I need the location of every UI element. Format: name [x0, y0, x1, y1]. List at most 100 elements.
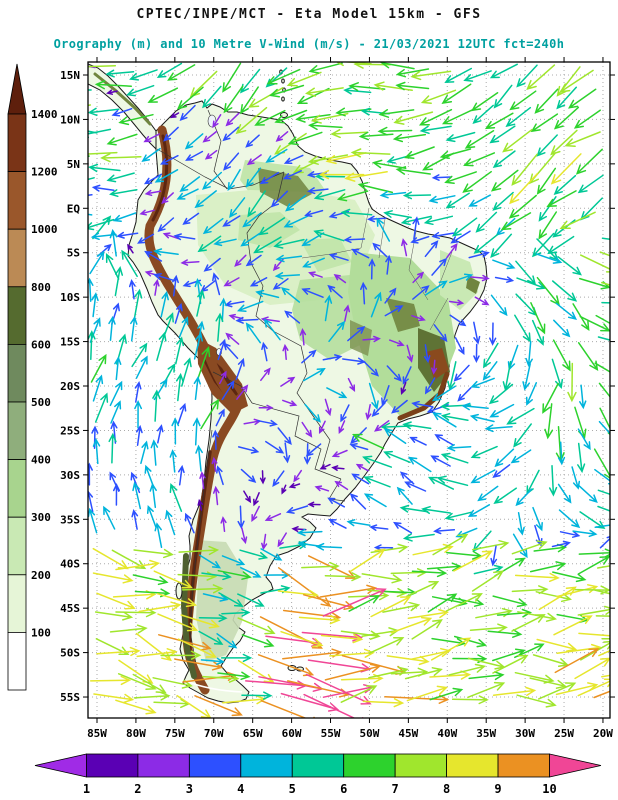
- wind-arrow: [406, 685, 449, 702]
- wind-colorbar-segment: [188, 753, 242, 778]
- wind-arrow: [490, 233, 513, 258]
- wind-arrow: [445, 192, 470, 209]
- wind-arrow: [338, 420, 346, 434]
- wind-arrow: [579, 384, 587, 410]
- wind-arrow: [184, 133, 204, 150]
- wind-arrow: [283, 442, 291, 464]
- lat-label: EQ: [67, 202, 81, 215]
- wind-arrow: [379, 190, 407, 199]
- wind-arrow: [245, 680, 308, 690]
- wind-arrow: [106, 172, 135, 183]
- wind-arrow: [410, 70, 452, 81]
- wind-arrow: [511, 540, 548, 555]
- wind-arrow: [131, 509, 139, 530]
- wind-arrow: [322, 354, 343, 361]
- wind-arrow: [236, 300, 264, 312]
- wind-colorbar-segment: [343, 753, 396, 778]
- wind-arrow: [90, 353, 107, 383]
- wind-speed-label: 2: [134, 782, 141, 796]
- wind-arrow: [313, 189, 346, 201]
- wind-arrow: [116, 231, 139, 239]
- wind-arrow: [88, 330, 96, 361]
- wind-arrow: [280, 630, 324, 648]
- state-border: [408, 231, 429, 301]
- wind-arrow: [405, 581, 440, 598]
- wind-arrow: [577, 342, 599, 372]
- wind-arrow: [471, 570, 505, 592]
- wind-arrow: [370, 543, 409, 554]
- wind-arrow: [533, 543, 568, 553]
- wind-arrow: [298, 614, 341, 625]
- wind-arrow: [307, 501, 321, 508]
- wind-arrow: [88, 194, 93, 197]
- wind-arrow: [469, 623, 508, 633]
- wind-arrow: [494, 276, 515, 283]
- wind-arrow: [133, 691, 171, 701]
- wind-arrow: [388, 339, 405, 347]
- orography-colorbar-segment: [7, 516, 27, 576]
- wind-arrow: [240, 468, 257, 483]
- wind-arrow: [551, 540, 572, 548]
- wind-arrow: [492, 686, 537, 697]
- wind-arrow: [328, 519, 347, 529]
- wind-arrow: [441, 83, 472, 104]
- wind-arrow: [382, 601, 421, 613]
- wind-arrow: [571, 466, 581, 490]
- wind-arrow: [446, 550, 483, 560]
- wind-arrow: [343, 304, 351, 322]
- wind-arrow: [295, 113, 331, 123]
- wind-arrow: [444, 511, 473, 521]
- wind-arrow: [348, 82, 386, 92]
- wind-arrow: [171, 417, 180, 445]
- lon-label: 45W: [398, 727, 418, 740]
- wind-arrow: [386, 365, 402, 382]
- wind-arrow: [516, 694, 557, 708]
- wind-arrow: [578, 548, 610, 558]
- wind-arrow: [315, 542, 343, 551]
- wind-arrow: [431, 257, 448, 276]
- wind-arrow: [135, 355, 148, 379]
- wind-arrow: [280, 287, 301, 303]
- wind-arrow: [372, 242, 388, 258]
- wind-arrow: [420, 89, 457, 104]
- plot-border: [87, 61, 611, 719]
- wind-arrow: [307, 154, 349, 165]
- wind-arrow: [360, 281, 368, 305]
- wind-arrow: [429, 670, 472, 680]
- wind-arrow: [407, 608, 450, 620]
- wind-arrow: [536, 638, 578, 652]
- wind-arrow: [274, 109, 308, 124]
- wind-arrow: [324, 294, 333, 322]
- wind-arrow: [412, 285, 430, 300]
- wind-arrow: [180, 259, 200, 266]
- wind-arrow: [221, 380, 235, 401]
- wind-arrow: [383, 450, 411, 464]
- lon-label: 20W: [593, 727, 613, 740]
- wind-arrow: [601, 281, 610, 286]
- wind-arrow: [266, 68, 301, 85]
- wind-arrow: [243, 490, 252, 504]
- orography-colorbar-segment: [7, 228, 27, 288]
- wind-arrow: [400, 381, 407, 395]
- wind-arrow: [261, 341, 268, 362]
- wind-arrow: [490, 294, 508, 317]
- chart-title: CPTEC/INPE/MCT - Eta Model 15km - GFS: [136, 7, 482, 22]
- lat-label: 55S: [60, 691, 80, 704]
- wind-arrow: [222, 126, 240, 142]
- wind-arrow: [490, 545, 498, 567]
- wind-arrow: [324, 663, 382, 681]
- wind-arrow: [393, 521, 413, 534]
- wind-arrow: [275, 131, 289, 142]
- wind-arrow: [558, 509, 581, 529]
- wind-colorbar: 1 2 3 4 5 6 7 8 9 10: [34, 753, 602, 796]
- lon-label: 75W: [165, 727, 185, 740]
- wind-arrow: [525, 382, 538, 406]
- wind-arrow: [573, 109, 601, 129]
- wind-arrow: [153, 570, 193, 589]
- wind-arrow: [109, 380, 123, 407]
- wind-arrow: [174, 302, 183, 324]
- wind-colorbar-segment: [446, 753, 499, 778]
- wind-arrow: [577, 442, 586, 474]
- wind-arrow: [553, 174, 577, 196]
- country-border: [310, 412, 331, 469]
